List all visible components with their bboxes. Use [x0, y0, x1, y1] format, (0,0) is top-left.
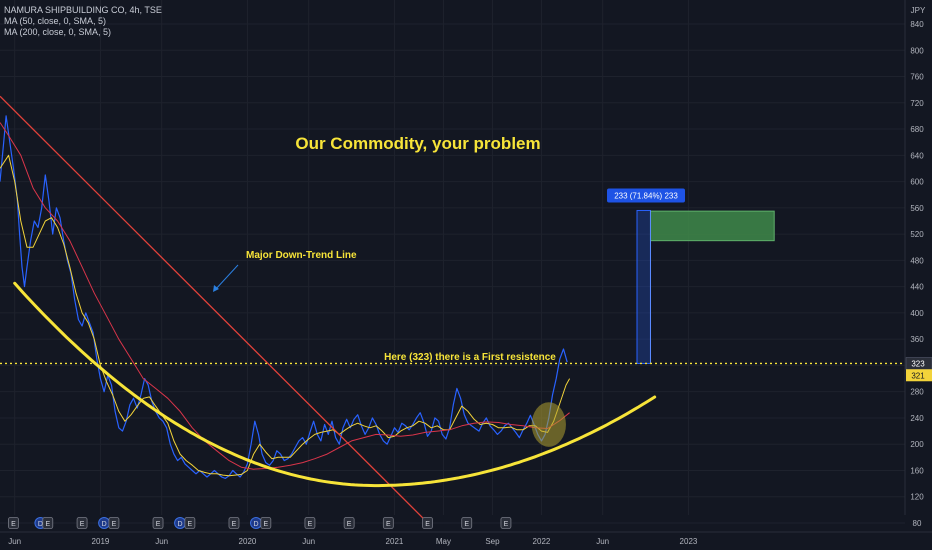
- price-tick-label: 640: [910, 151, 924, 160]
- ma-price-badge[interactable]: [906, 369, 932, 382]
- price-tick-label: 440: [910, 283, 924, 292]
- time-tick-label: Sep: [485, 537, 500, 546]
- ma50-line: [0, 154, 571, 477]
- event-marker-letter: E: [308, 521, 313, 528]
- earnings-marker-icon[interactable]: [76, 517, 88, 529]
- price-tick-label: 800: [910, 46, 924, 55]
- earnings-marker-icon[interactable]: [422, 517, 433, 529]
- price-axis-bg: [905, 0, 932, 515]
- earnings-marker-icon[interactable]: [304, 517, 316, 529]
- event-marker-letter: D: [178, 521, 183, 528]
- event-marker-letter: E: [347, 521, 352, 528]
- ma200-legend[interactable]: MA (200, close, 0, SMA, 5): [4, 27, 112, 37]
- headline-text: Our Commodity, your problem: [295, 134, 540, 153]
- event-marker-letter: D: [253, 521, 258, 528]
- event-marker-letter: E: [232, 521, 237, 528]
- time-tick-label: 2020: [239, 537, 257, 546]
- measure-label: 233 (71.84%) 233: [614, 191, 678, 200]
- symbol-title[interactable]: NAMURA SHIPBUILDING CO, 4h, TSE: [4, 5, 162, 15]
- ma-price-text: 321: [911, 371, 925, 380]
- earnings-marker-icon[interactable]: [461, 517, 473, 529]
- time-tick-label: 2021: [386, 537, 404, 546]
- grid-lines: [0, 0, 905, 524]
- price-tick-label: 360: [910, 335, 924, 344]
- time-axis[interactable]: Jun 2019 Jun 2020 Jun 2021 May Sep 2022 Jun 2023: [0, 531, 932, 546]
- event-marker-letter: D: [102, 521, 107, 528]
- ma50-legend[interactable]: MA (50, close, 0, SMA, 5): [4, 16, 107, 26]
- annotations: Our Commodity, your problem Major Down-Tr…: [213, 134, 556, 363]
- earnings-marker-icon[interactable]: [343, 517, 355, 529]
- price-line: [0, 115, 568, 479]
- price-tick-label: 560: [910, 204, 924, 213]
- time-tick-label: 2023: [680, 537, 698, 546]
- target-zone-box[interactable]: [649, 210, 775, 242]
- earnings-marker-icon[interactable]: [500, 517, 512, 529]
- earnings-marker-icon[interactable]: [184, 517, 196, 529]
- price-tick-label: 600: [910, 178, 924, 187]
- price-tick-label: 520: [910, 230, 924, 239]
- earnings-marker-icon[interactable]: [382, 517, 394, 529]
- event-marker-letter: E: [386, 521, 391, 528]
- time-tick-label: Jun: [155, 537, 168, 546]
- measurement-boxes[interactable]: 233 (71.84%) 233: [607, 188, 775, 364]
- series-lines: [0, 115, 571, 479]
- ma200-line: [0, 122, 570, 470]
- earnings-marker-icon[interactable]: [42, 517, 54, 529]
- trendline-label: Major Down-Trend Line: [246, 250, 357, 261]
- price-tick-label: 760: [910, 73, 924, 82]
- earnings-marker-icon[interactable]: [260, 517, 272, 529]
- event-marker-letter: E: [45, 521, 50, 528]
- event-marker-letter: E: [188, 521, 193, 528]
- time-tick-label: 2022: [533, 537, 551, 546]
- price-tick-label: 160: [910, 466, 924, 475]
- price-tick-label: 400: [910, 309, 924, 318]
- resistance-label: Here (323) there is a First resistence: [384, 352, 556, 363]
- drawings[interactable]: [0, 95, 905, 527]
- event-marker-letter: D: [38, 521, 43, 528]
- time-tick-label: 2019: [92, 537, 110, 546]
- event-marker-letter: E: [425, 521, 430, 528]
- price-tick-label: 840: [910, 20, 924, 29]
- price-tick-label: 720: [910, 99, 924, 108]
- event-markers[interactable]: DEEDEEDEEDEEDEEEEEEE: [0, 517, 512, 529]
- down-trend-line[interactable]: [0, 95, 432, 527]
- highlight-ellipse[interactable]: [531, 402, 566, 447]
- time-tick-label: Jun: [302, 537, 315, 546]
- price-tick-label: 200: [910, 440, 924, 449]
- currency-label: JPY: [911, 6, 926, 15]
- price-tick-label: 280: [910, 388, 924, 397]
- price-tick-label: 80: [913, 519, 922, 528]
- earnings-marker-icon[interactable]: [152, 517, 164, 529]
- event-marker-letter: E: [464, 521, 469, 528]
- time-tick-label: Jun: [596, 537, 609, 546]
- price-tick-label: 480: [910, 256, 924, 265]
- measure-label-bg: [607, 188, 685, 203]
- event-marker-letter: E: [504, 521, 509, 528]
- measure-box[interactable]: [636, 209, 651, 364]
- support-curve[interactable]: [13, 281, 657, 488]
- event-marker-letter: E: [156, 521, 161, 528]
- event-marker-letter: E: [112, 521, 117, 528]
- event-marker-letter: E: [263, 521, 268, 528]
- price-tick-label: 120: [910, 493, 924, 502]
- earnings-marker-icon[interactable]: [8, 517, 19, 529]
- time-tick-label: Jun: [8, 537, 21, 546]
- price-tick-label: 680: [910, 125, 924, 134]
- last-price-text: 323: [911, 359, 925, 368]
- arrow-line: [214, 264, 239, 291]
- time-tick-label: May: [436, 537, 451, 546]
- earnings-marker-icon[interactable]: [228, 517, 240, 529]
- price-tick-label: 240: [910, 414, 924, 423]
- event-marker-letter: E: [80, 521, 85, 528]
- event-marker-letter: E: [11, 521, 16, 528]
- price-axis[interactable]: JPY8012016020024028032036040044048052056…: [904, 0, 932, 528]
- arrow-head-icon: [213, 285, 219, 292]
- earnings-marker-icon[interactable]: [108, 517, 120, 529]
- chart-legend: NAMURA SHIPBUILDING CO, 4h, TSE MA (50, …: [4, 5, 162, 38]
